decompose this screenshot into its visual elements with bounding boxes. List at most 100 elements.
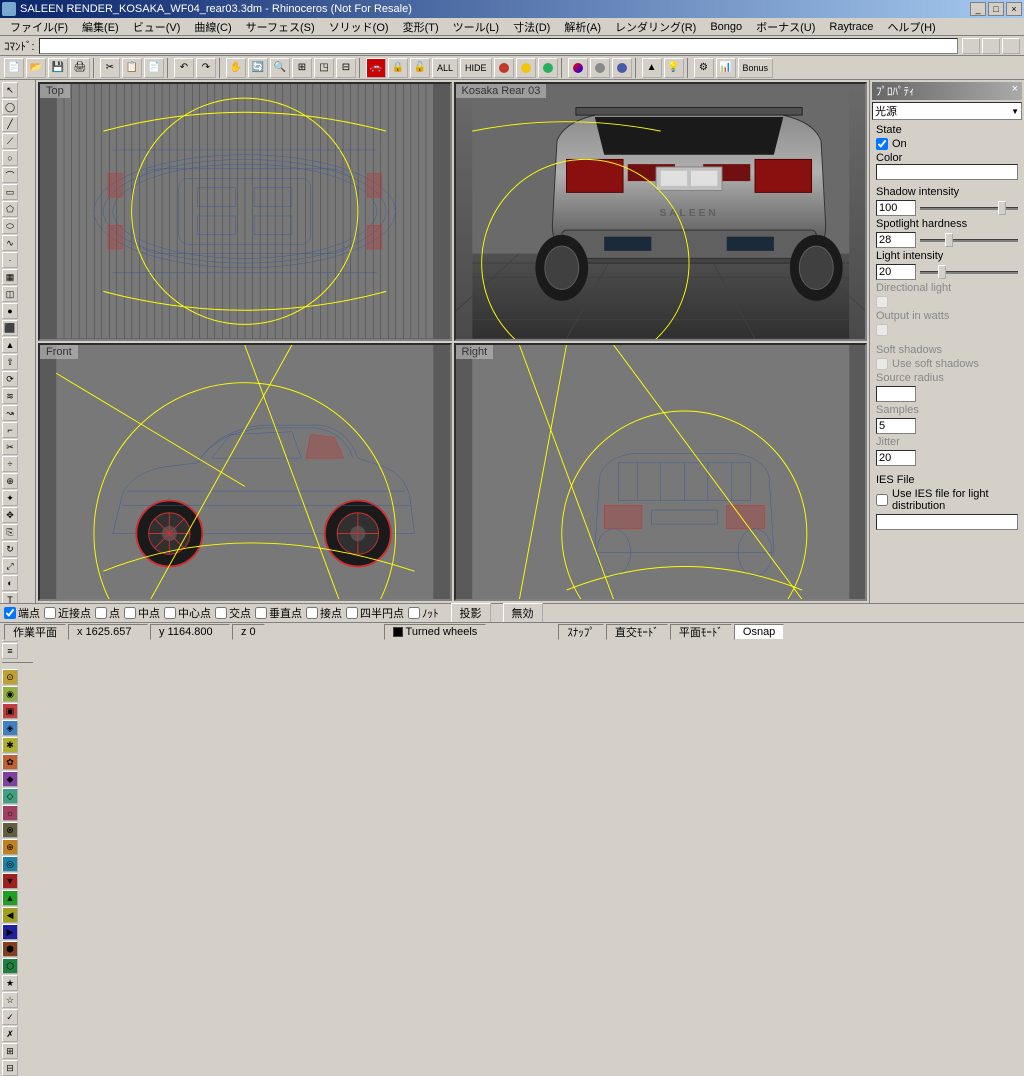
osnap-mid[interactable] [124,607,136,619]
properties-close[interactable]: × [1012,83,1018,99]
status-osnap[interactable]: Osnap [734,624,784,640]
ltool-b8[interactable]: ◇ [2,788,18,804]
ltool-ellipse[interactable]: ⬭ [2,218,18,234]
menu-edit[interactable]: 編集(E) [76,18,125,36]
on-checkbox[interactable] [876,138,888,150]
ltool-b3[interactable]: ▣ [2,703,18,719]
viewport-top[interactable]: Top [38,82,452,341]
menu-dimension[interactable]: 寸法(D) [507,18,556,36]
cmd-opt-2[interactable] [982,38,1000,54]
ltool-b6[interactable]: ✿ [2,754,18,770]
ltool-point[interactable]: · [2,252,18,268]
shadow-input[interactable] [876,200,916,216]
osnap-quad[interactable] [346,607,358,619]
tool-layer3[interactable] [538,58,558,78]
ltool-mirror[interactable]: ◐ [2,575,18,591]
ltool-split[interactable]: ÷ [2,456,18,472]
tool-print[interactable]: 🖨 [70,58,90,78]
menu-curve[interactable]: 曲線(C) [188,18,237,36]
tool-lock[interactable]: 🔒 [388,58,408,78]
tool-pan[interactable]: ✋ [226,58,246,78]
tool-paste[interactable]: 📄 [144,58,164,78]
ltool-move[interactable]: ✥ [2,507,18,523]
tool-4view[interactable]: ⊟ [336,58,356,78]
ltool-box[interactable]: ◫ [2,286,18,302]
ltool-b16[interactable]: ▶ [2,924,18,940]
samples-input[interactable] [876,418,916,434]
menu-file[interactable]: ファイル(F) [4,18,74,36]
tool-light[interactable]: 💡 [664,58,684,78]
osnap-project[interactable]: 投影 [451,603,491,623]
tool-redo[interactable]: ↷ [196,58,216,78]
tool-cut[interactable]: ✂ [100,58,120,78]
menu-view[interactable]: ビュー(V) [127,18,187,36]
ltool-b19[interactable]: ★ [2,975,18,991]
shadow-slider[interactable] [920,200,1018,216]
menu-transform[interactable]: 変形(T) [397,18,445,36]
ltool-sweep[interactable]: ↝ [2,405,18,421]
minimize-button[interactable]: _ [970,2,986,16]
ltool-polygon[interactable]: ⬠ [2,201,18,217]
ltool-b13[interactable]: ▼ [2,873,18,889]
tool-layer2[interactable] [516,58,536,78]
ltool-fillet[interactable]: ⌐ [2,422,18,438]
ltool-circle[interactable]: ○ [2,150,18,166]
ltool-rect[interactable]: ▭ [2,184,18,200]
tool-unlock[interactable]: 🔓 [410,58,430,78]
command-input[interactable] [39,38,958,54]
osnap-disable[interactable]: 無効 [503,603,543,623]
ltool-surface[interactable]: ▦ [2,269,18,285]
ltool-b4[interactable]: ◈ [2,720,18,736]
status-plane[interactable]: 作業平面 [4,624,66,640]
menu-bonus[interactable]: ボーナス(U) [750,18,821,36]
ltool-revolve[interactable]: ⟳ [2,371,18,387]
viewport-front[interactable]: Front [38,343,452,602]
viewport-rear[interactable]: Kosaka Rear 03 [454,82,868,341]
tool-misc1[interactable]: ⚙ [694,58,714,78]
ltool-b17[interactable]: ⬢ [2,941,18,957]
osnap-near[interactable] [44,607,56,619]
ltool-explode[interactable]: ✦ [2,490,18,506]
osnap-end[interactable] [4,607,16,619]
tool-shade1[interactable] [568,58,588,78]
ltool-b14[interactable]: ▲ [2,890,18,906]
ltool-b23[interactable]: ⊞ [2,1043,18,1059]
ltool-b11[interactable]: ⊕ [2,839,18,855]
tool-zoom[interactable]: 🔍 [270,58,290,78]
tool-bonus[interactable]: Bonus [738,58,774,78]
ies-file-input[interactable] [876,514,1018,530]
tool-misc2[interactable]: 📊 [716,58,736,78]
tool-zoom-window[interactable]: ◳ [314,58,334,78]
ltool-polyline[interactable]: ⟋ [2,133,18,149]
tool-save[interactable]: 💾 [48,58,68,78]
light-input[interactable] [876,264,916,280]
ltool-b21[interactable]: ✓ [2,1009,18,1025]
ltool-lasso[interactable]: ◯ [2,99,18,115]
menu-help[interactable]: ヘルプ(H) [881,18,941,36]
ltool-b20[interactable]: ☆ [2,992,18,1008]
tool-all[interactable]: ALL [432,58,458,78]
ltool-b5[interactable]: ✱ [2,737,18,753]
viewport-right[interactable]: Right [454,343,868,602]
ltool-b1[interactable]: ⊙ [2,669,18,685]
tool-car-icon[interactable]: 🚗 [366,58,386,78]
jitter-input[interactable] [876,450,916,466]
tool-copy[interactable]: 📋 [122,58,142,78]
ltool-trim[interactable]: ✂ [2,439,18,455]
menu-render[interactable]: レンダリング(R) [609,18,702,36]
tool-undo[interactable]: ↶ [174,58,194,78]
maximize-button[interactable]: □ [988,2,1004,16]
menu-surface[interactable]: サーフェス(S) [240,18,321,36]
ltool-b10[interactable]: ⊗ [2,822,18,838]
ltool-sphere[interactable]: ● [2,303,18,319]
cmd-opt-1[interactable] [962,38,980,54]
ltool-rotate[interactable]: ↻ [2,541,18,557]
ltool-b24[interactable]: ⊟ [2,1060,18,1076]
ltool-extrude[interactable]: ⇧ [2,354,18,370]
spotlight-input[interactable] [876,232,916,248]
ltool-b7[interactable]: ◆ [2,771,18,787]
osnap-int[interactable] [215,607,227,619]
tool-shade2[interactable] [590,58,610,78]
status-layer[interactable]: Turned wheels [384,624,487,640]
ltool-b12[interactable]: ◎ [2,856,18,872]
